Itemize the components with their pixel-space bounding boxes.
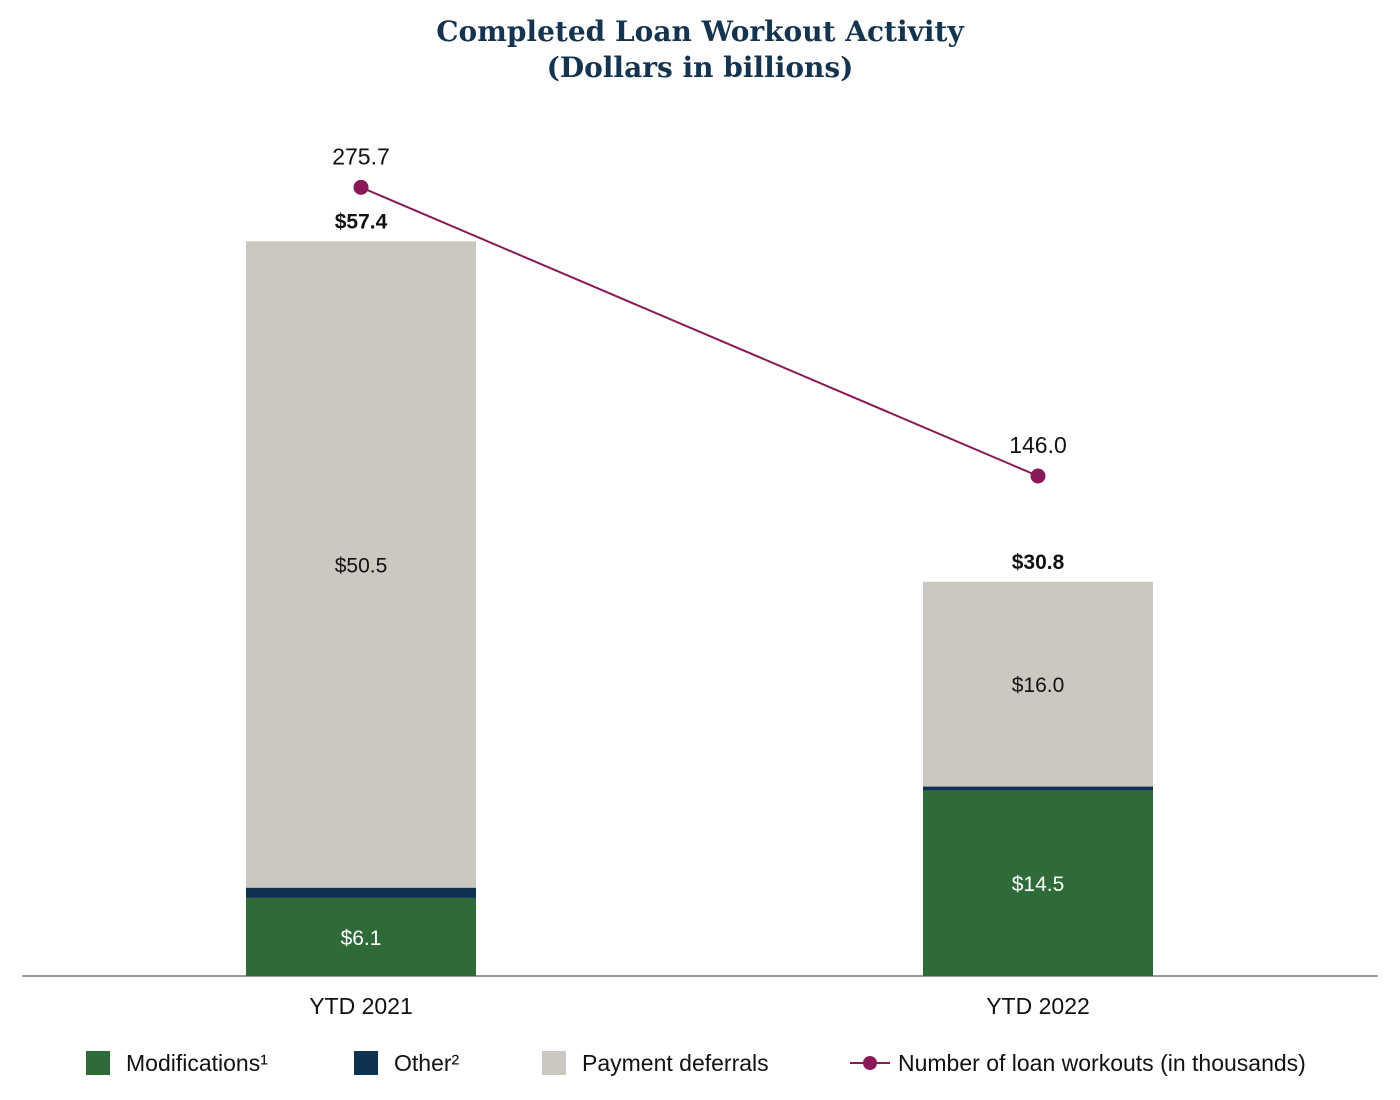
legend-label-modifications: Modifications¹ [126,1049,268,1076]
legend-label-loan-workouts: Number of loan workouts (in thousands) [898,1049,1306,1076]
bar-total-label-ytd-2021: $57.4 [335,210,388,233]
bar-segment-other-ytd-2022 [923,786,1153,791]
workouts-point-ytd-2022 [1030,468,1046,484]
workouts-point-ytd-2021 [353,179,369,195]
bar-segment-payment-deferrals-ytd-2021 [246,241,476,888]
legend-item-modifications: Modifications¹ [86,1050,268,1076]
bar-segment-modifications-ytd-2022 [923,790,1153,976]
legend-label-other: Other² [394,1049,460,1076]
legend-swatch-other [354,1051,378,1075]
workouts-label-ytd-2021: 275.7 [332,143,390,169]
x-tick-label-ytd-2022: YTD 2022 [986,993,1090,1019]
workouts-line [360,186,1039,477]
legend-item-payment-deferrals: Payment deferrals [542,1050,769,1076]
bar-value-label-modifications-ytd-2021: $6.1 [341,927,382,950]
legend-label-payment-deferrals: Payment deferrals [582,1049,769,1076]
bar-total-label-ytd-2022: $30.8 [1012,551,1065,574]
legend-swatch-modifications [86,1051,110,1075]
legend-item-loan-workouts: Number of loan workouts (in thousands) [850,1050,1306,1076]
chart-subtitle: (Dollars in billions) [546,51,854,84]
bar-segment-other-ytd-2021 [246,887,476,898]
workouts-label-ytd-2022: 146.0 [1009,432,1067,458]
bar-value-label-modifications-ytd-2022: $14.5 [1012,873,1065,896]
bar-segment-payment-deferrals-ytd-2022 [923,581,1153,787]
bar-value-label-payment-deferrals-ytd-2022: $16.0 [1012,674,1065,697]
chart-canvas: $6.1 $50.5 $57.4 YTD 2021 $14.5 $16.0 $30.8 YTD… [22,143,1378,1019]
bar-segment-modifications-ytd-2021 [246,897,476,976]
legend-swatch-payment-deferrals [542,1051,566,1075]
x-tick-label-ytd-2021: YTD 2021 [309,993,413,1019]
chart-title-block: Completed Loan Workout Activity (Dollars… [0,14,1400,86]
bar-value-label-payment-deferrals-ytd-2021: $50.5 [335,554,388,577]
legend-line-marker-icon [850,1051,890,1075]
chart-title: Completed Loan Workout Activity [436,15,964,48]
legend-item-other: Other² [354,1050,459,1076]
chart-legend: Modifications¹ Other² Payment deferrals … [0,1044,1400,1084]
